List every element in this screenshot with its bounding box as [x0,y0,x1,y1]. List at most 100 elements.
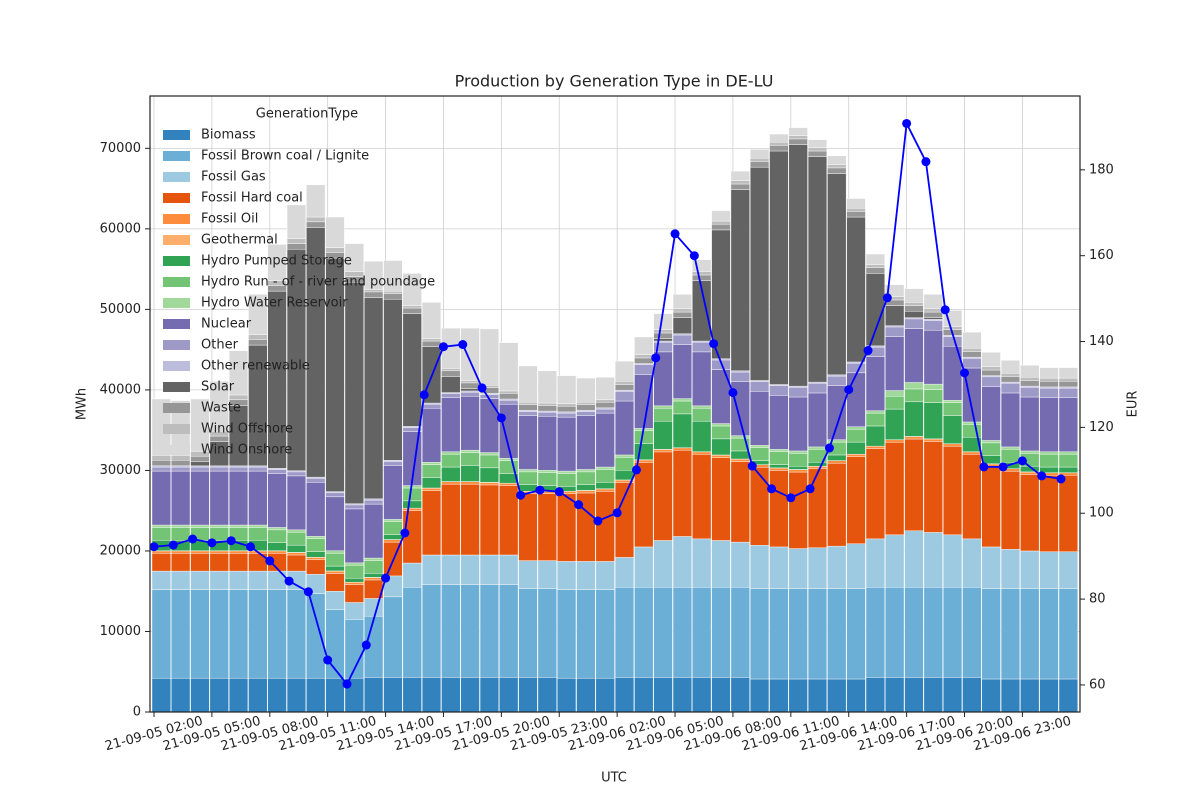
bar-segment [325,257,345,492]
price-point [438,342,448,352]
bar-segment [576,377,596,403]
bar-segment [634,364,654,375]
bar-segment [943,402,963,416]
bar-segment [460,554,480,585]
bar-segment [827,454,847,461]
bar-segment [383,298,403,461]
bar-segment [383,677,403,712]
bar-segment [788,471,808,549]
bar-segment [672,311,692,318]
bar-segment [846,362,866,374]
bar-segment [730,183,750,190]
legend-label: Hydro Pumped Storage [201,254,352,269]
bar-segment [460,481,480,485]
bar-segment [730,586,750,678]
bar-segment [750,161,770,168]
bar-segment [421,477,442,489]
bar-segment [885,442,905,536]
bar-segment [576,469,596,473]
bar-segment [209,470,229,526]
bar-segment [267,677,287,712]
bar-segment [557,561,577,590]
bar-segment [1020,474,1040,552]
bar-segment [730,180,750,185]
bar-segment [228,589,249,679]
bar-segment [190,550,210,554]
bar-segment [576,471,596,485]
bar-segment [614,586,635,678]
bar-segment [151,470,171,526]
bar-segment [904,302,924,306]
bar-segment [904,586,924,678]
bar-segment [807,588,828,680]
bar-segment [344,602,364,620]
bar-segment [344,577,364,583]
bar-segment [171,524,191,528]
bar-segment [672,400,692,415]
bar-segment [228,570,249,590]
bar-segment [1039,367,1059,379]
bar-segment [537,560,557,590]
bar-segment [479,554,499,585]
bar-segment [634,354,654,359]
bar-segment [441,397,461,452]
bar-segment [1020,364,1040,378]
bar-segment [402,586,422,678]
bar-segment [634,546,654,588]
bar-segment [190,398,210,452]
bar-segment [827,588,847,680]
bar-segment [807,468,828,548]
bar-segment [711,438,731,456]
bar-segment [672,398,692,402]
bar-segment [151,455,171,461]
bar-segment [865,264,885,268]
bar-segment [537,470,557,473]
legend-swatch [163,172,190,182]
bar-segment [807,446,828,450]
bar-segment [595,561,615,590]
price-point [419,390,429,400]
price-point [631,465,641,475]
bar-segment [306,538,326,552]
bar-segment [441,453,461,468]
bar-segment [943,446,963,536]
bar-segment [267,527,287,531]
bar-segment [885,284,905,297]
bar-segment [421,302,442,339]
bar-segment [402,305,422,309]
bar-segment [518,469,538,473]
bar-segment [383,293,403,300]
bar-segment [267,570,287,590]
bar-segment [923,317,943,320]
bar-segment [827,460,847,464]
bar-segment [885,439,905,443]
bar-segment [479,398,499,453]
bar-segment [981,546,1001,589]
price-point [535,485,545,495]
bar-segment [807,462,828,467]
bar-segment [171,570,191,590]
bar-segment [614,391,635,402]
bar-segment [788,469,808,473]
bar-segment [286,552,306,556]
bar-segment [286,544,306,553]
bar-segment [614,381,635,385]
bar-segment [402,273,422,306]
bar-segment [209,466,229,472]
bar-segment [557,375,577,405]
bar-segment [904,436,924,440]
bar-segment [402,500,422,509]
bar-segment [421,340,442,347]
bar-segment [962,424,982,438]
bar-segment [364,289,384,293]
bar-segment [518,415,538,470]
bar-segment [653,420,673,450]
bar-segment [943,443,963,447]
bar-segment [885,677,905,712]
price-point [998,462,1008,472]
bar-segment [943,415,963,444]
bar-segment [595,482,615,489]
bar-segment [904,382,924,390]
bar-segment [923,441,943,533]
bar-segment [557,406,577,413]
